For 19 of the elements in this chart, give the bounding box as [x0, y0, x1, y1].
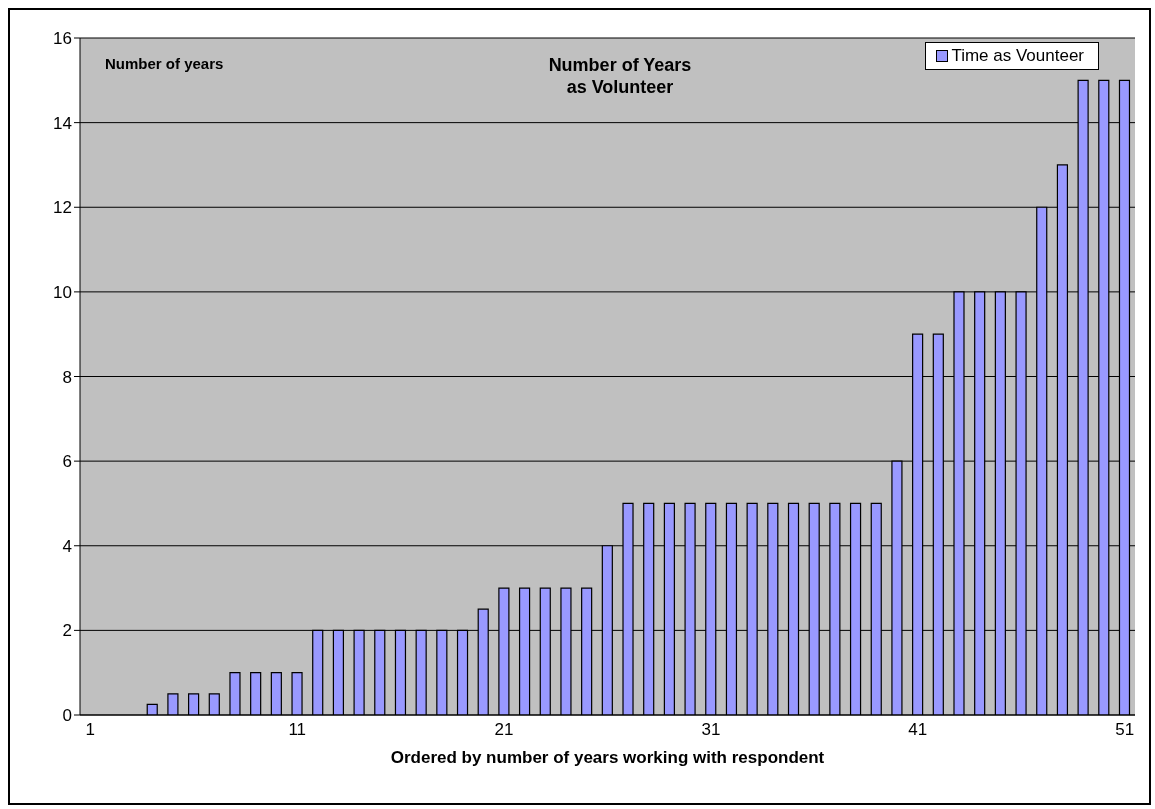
- y-axis-title: Number of years: [105, 55, 224, 72]
- x-tick-label: 21: [494, 720, 514, 740]
- y-tick-label: 6: [62, 452, 72, 472]
- legend-label: Time as Vounteer: [951, 46, 1084, 66]
- y-tick-label: 10: [53, 282, 72, 302]
- text: Number of Years as Volunteer: [547, 54, 693, 98]
- x-tick-label: 1: [85, 720, 96, 740]
- y-tick-label: 0: [62, 706, 72, 726]
- y-tick-label: 12: [53, 198, 72, 218]
- y-tick-label: 2: [62, 621, 72, 641]
- x-tick-label: 31: [701, 720, 721, 740]
- y-tick-label: 8: [62, 367, 72, 387]
- y-tick-label: 14: [53, 113, 72, 133]
- x-axis-title: Ordered by number of years working with respondent: [390, 748, 825, 767]
- y-tick-label: 4: [62, 536, 72, 556]
- y-tick-label: 16: [53, 29, 72, 49]
- x-tick-label: 11: [288, 720, 307, 740]
- x-tick-label: 41: [908, 720, 928, 740]
- x-tick-label: 51: [1115, 720, 1135, 740]
